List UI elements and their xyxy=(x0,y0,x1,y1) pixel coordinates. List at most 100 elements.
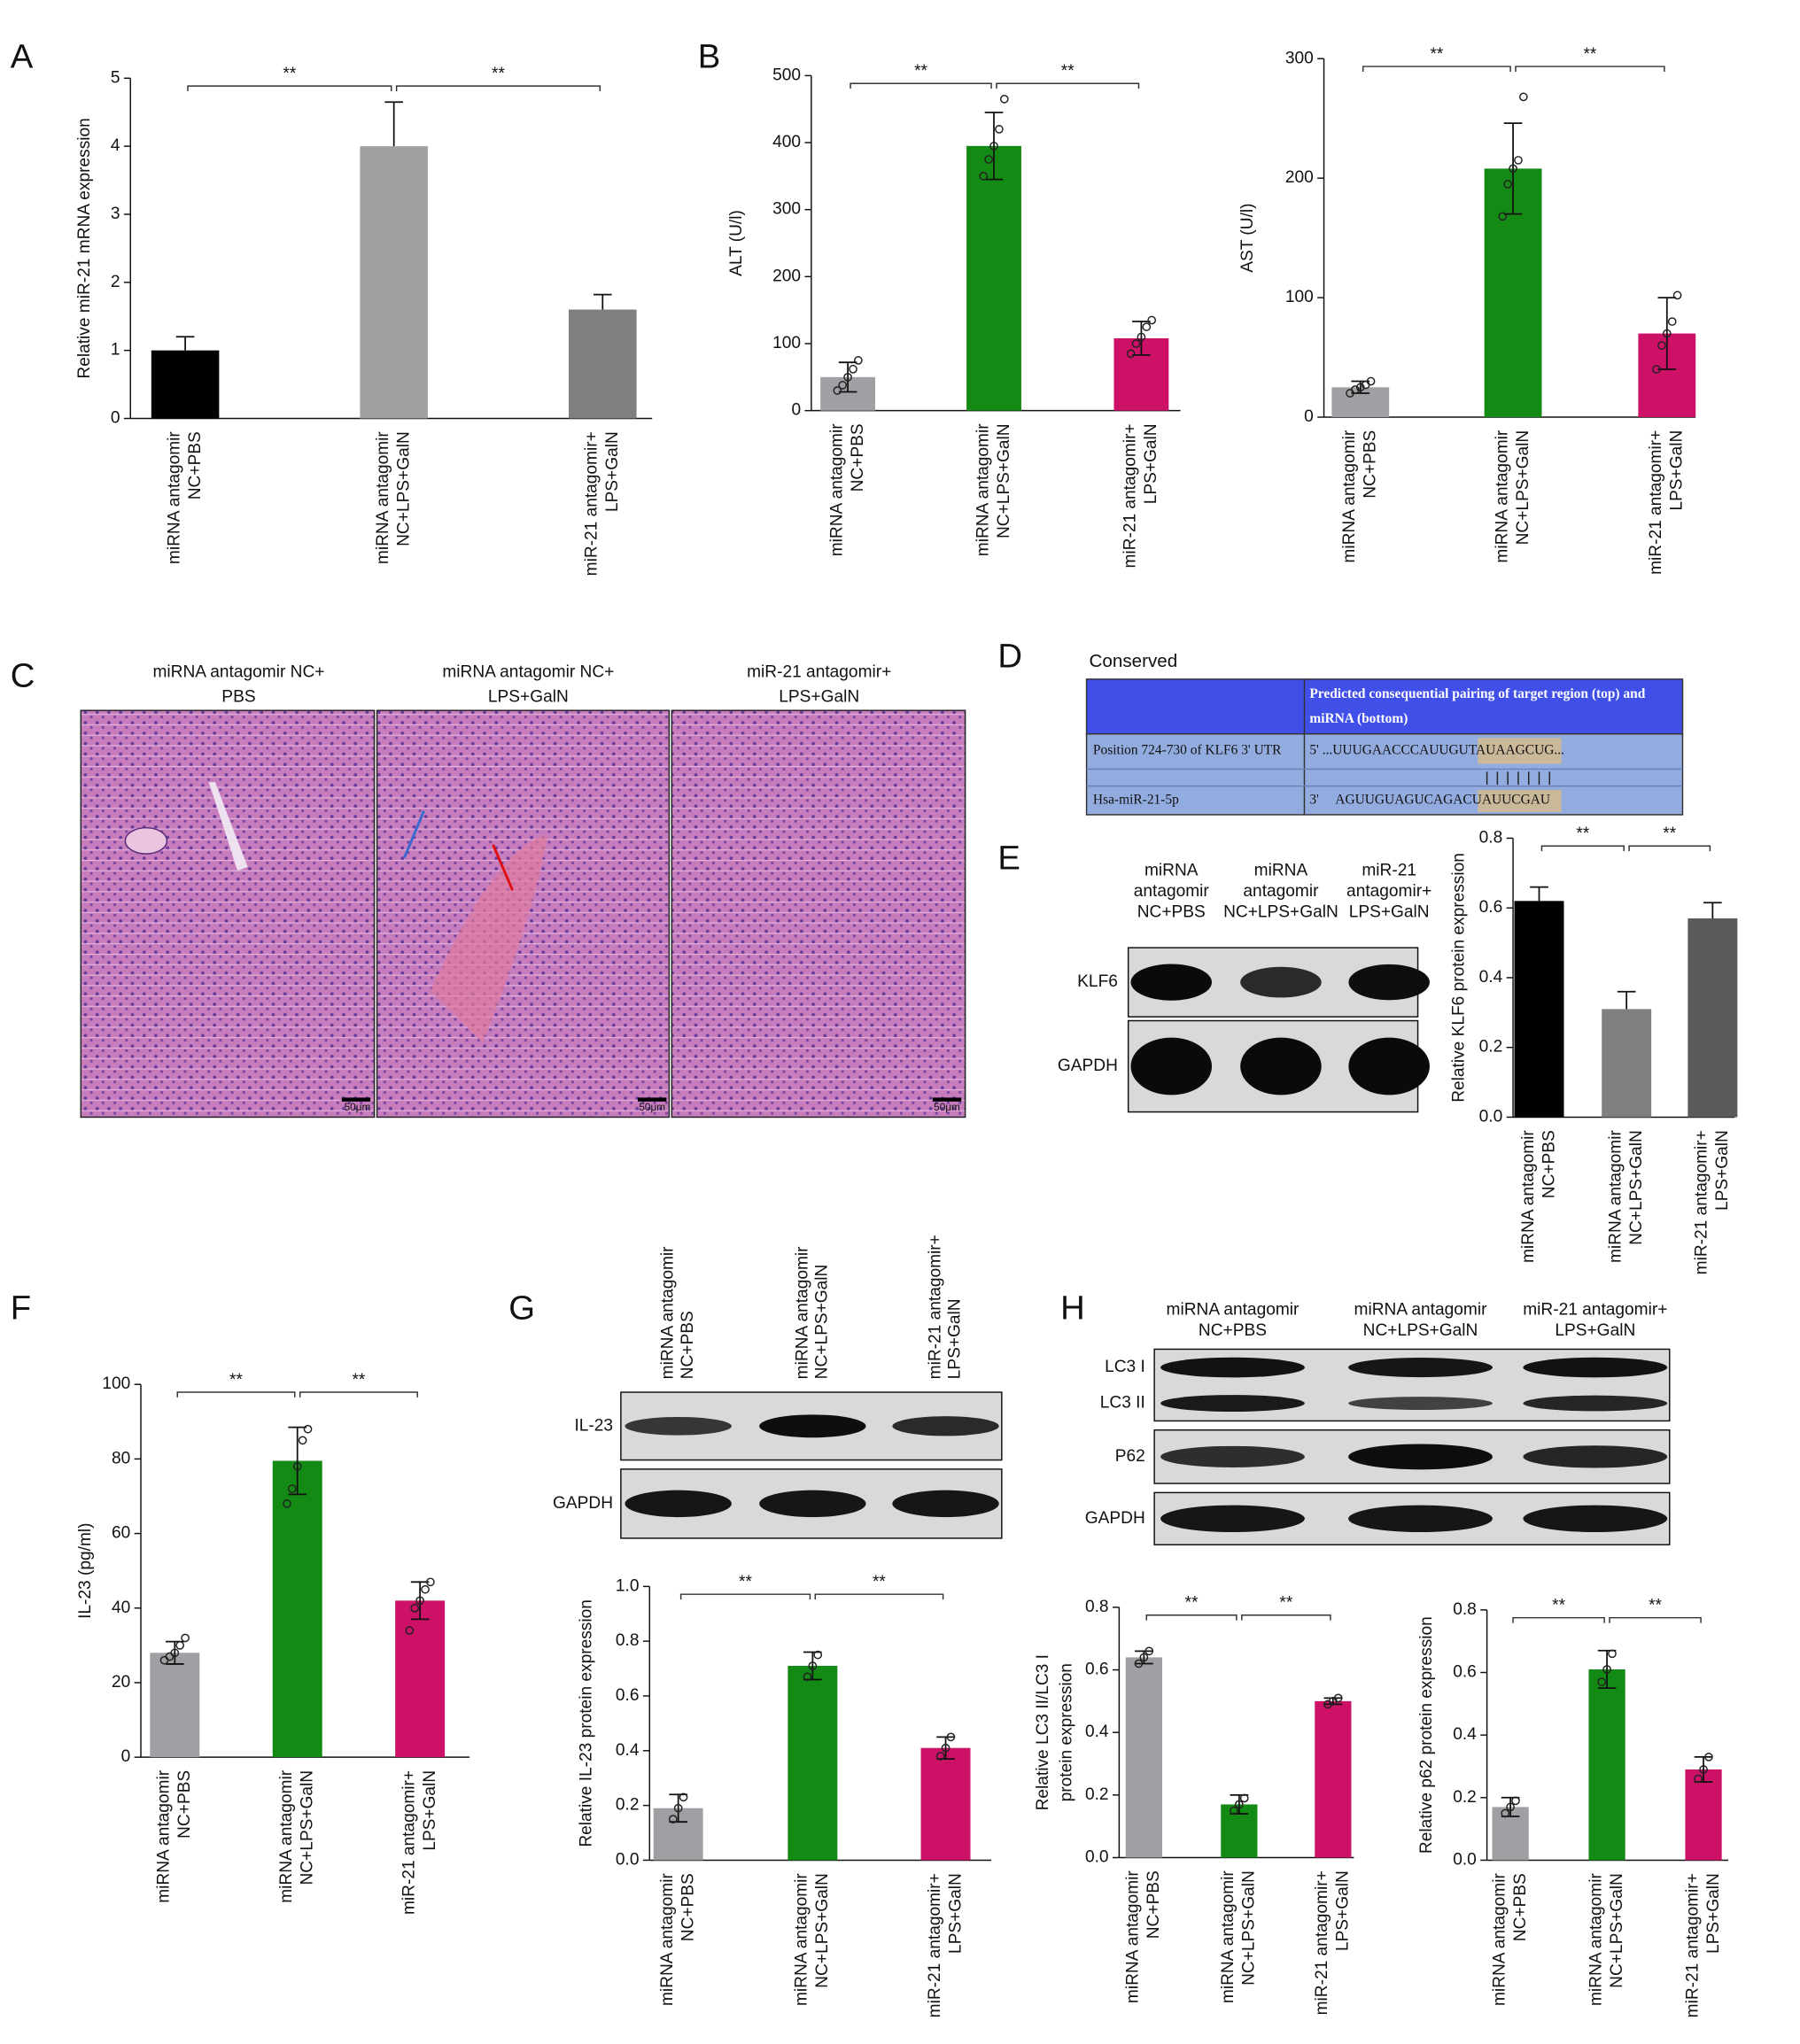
data-point xyxy=(833,386,842,395)
blot-column-label: NC+PBS xyxy=(1199,1321,1267,1340)
data-point xyxy=(843,372,852,382)
bar xyxy=(966,145,1021,411)
data-point xyxy=(1506,1802,1515,1812)
x-tick-label: miR-21 antagomir+ xyxy=(583,431,601,576)
y-tick-label: 5 xyxy=(111,68,120,87)
y-axis-label: Relative KLF6 protein expression xyxy=(1450,853,1469,1103)
blot-row-label: LC3 II xyxy=(1100,1394,1145,1413)
blot-row-label: P62 xyxy=(1115,1447,1145,1466)
x-tick-label: miRNA antagomir xyxy=(827,423,846,556)
table-cell: 3' AGUUGUAGUCAGACUAUUCGAU xyxy=(1309,792,1550,807)
panel-label: A xyxy=(11,37,34,75)
data-point xyxy=(673,1803,683,1813)
data-point xyxy=(1234,1800,1244,1809)
y-axis-label: Relative IL-23 protein expression xyxy=(578,1599,596,1847)
significance-label: ** xyxy=(1185,1594,1199,1613)
y-axis-label: ALT (U/l) xyxy=(727,210,746,276)
y-tick-label: 0.0 xyxy=(1085,1848,1109,1867)
bar xyxy=(920,1747,971,1861)
blot-band xyxy=(892,1490,999,1518)
significance-label: ** xyxy=(1061,62,1075,81)
blot-band xyxy=(1240,966,1322,998)
x-tick-label: miRNA antagomir xyxy=(165,431,183,564)
blot-column-label: miRNA antagomir xyxy=(793,1246,811,1379)
y-axis-label: IL-23 (pg/ml) xyxy=(76,1522,95,1618)
data-point xyxy=(181,1633,190,1643)
bar xyxy=(150,1653,200,1758)
data-point xyxy=(283,1499,291,1508)
data-point xyxy=(1514,156,1523,165)
x-tick-label: miR-21 antagomir+ xyxy=(400,1770,418,1915)
blot-band xyxy=(1130,1037,1213,1096)
x-tick-label: NC+PBS xyxy=(679,1873,698,1941)
data-point xyxy=(175,1641,185,1650)
blot-row-label: GAPDH xyxy=(1085,1509,1145,1528)
y-tick-label: 0.8 xyxy=(1453,1600,1477,1619)
y-axis-label: protein expression xyxy=(1058,1663,1076,1801)
x-tick-label: NC+PBS xyxy=(1540,1130,1558,1198)
y-tick-label: 0.4 xyxy=(1085,1723,1109,1741)
y-tick-label: 0.4 xyxy=(1479,968,1503,987)
x-tick-label: NC+PBS xyxy=(1144,1870,1163,1939)
x-tick-label: NC+PBS xyxy=(849,423,867,492)
data-point xyxy=(1704,1753,1713,1761)
histology-title: miR-21 antagomir+ xyxy=(747,663,891,682)
histology-image xyxy=(671,709,966,1119)
x-tick-label: NC+LPS+GalN xyxy=(395,431,414,546)
data-point xyxy=(1142,322,1152,331)
x-tick-label: miRNA antagomir xyxy=(1124,1870,1143,2003)
x-tick-label: miRNA antagomir xyxy=(1490,1873,1509,2006)
histology-image xyxy=(80,709,376,1119)
data-point xyxy=(421,1584,430,1594)
data-point xyxy=(170,1648,180,1658)
y-tick-label: 0 xyxy=(791,401,801,420)
x-tick-label: miR-21 antagomir+ xyxy=(926,1873,944,2017)
x-tick-label: LPS+GalN xyxy=(1334,1870,1353,1951)
y-tick-label: 0.4 xyxy=(616,1741,640,1760)
data-point xyxy=(298,1436,307,1445)
y-tick-label: 3 xyxy=(111,205,120,223)
panel-label: C xyxy=(11,657,35,695)
y-tick-label: 40 xyxy=(112,1599,130,1617)
blot-band xyxy=(625,1490,732,1518)
blot-band xyxy=(1523,1505,1668,1533)
data-point xyxy=(1694,1774,1703,1784)
data-point xyxy=(1147,315,1157,325)
blot-column-label: miR-21 antagomir+ xyxy=(927,1235,945,1379)
x-tick-label: LPS+GalN xyxy=(1713,1130,1732,1211)
significance-bracket xyxy=(1241,1614,1331,1621)
significance-label: ** xyxy=(492,65,505,83)
blot-band xyxy=(1348,1357,1493,1378)
scale-bar-label: 50μm xyxy=(639,1102,665,1113)
x-tick-label: miR-21 antagomir+ xyxy=(1693,1130,1711,1274)
significance-label: ** xyxy=(283,65,296,83)
data-point xyxy=(999,94,1009,104)
blot-column-label: antagomir xyxy=(1134,882,1210,901)
data-point xyxy=(1672,290,1682,300)
x-tick-label: miRNA antagomir xyxy=(658,1873,677,2006)
scale-bar xyxy=(638,1097,667,1102)
data-point xyxy=(1501,1808,1510,1818)
y-tick-label: 500 xyxy=(772,66,801,84)
data-point xyxy=(1230,1806,1238,1816)
blot-band xyxy=(1130,964,1213,1001)
blot-column-label: NC+PBS xyxy=(679,1311,697,1379)
scale-bar xyxy=(341,1097,371,1102)
significance-bracket xyxy=(395,85,601,92)
blot-column-label: antagomir+ xyxy=(1346,882,1431,901)
data-point xyxy=(679,1792,688,1802)
scale-bar-label: 50μm xyxy=(934,1102,960,1113)
y-tick-label: 60 xyxy=(112,1524,130,1543)
bar xyxy=(568,309,637,419)
data-point xyxy=(287,1484,297,1493)
blot-column-label: NC+LPS+GalN xyxy=(1363,1321,1478,1340)
hemorrhage xyxy=(430,834,548,1043)
significance-label: ** xyxy=(914,62,927,81)
blot-column-label: LPS+GalN xyxy=(946,1298,965,1379)
histology-title: LPS+GalN xyxy=(779,688,859,707)
data-point xyxy=(1699,1765,1708,1774)
x-tick-label: LPS+GalN xyxy=(1142,423,1160,504)
blot-band xyxy=(1348,1397,1493,1410)
bar xyxy=(360,146,428,419)
